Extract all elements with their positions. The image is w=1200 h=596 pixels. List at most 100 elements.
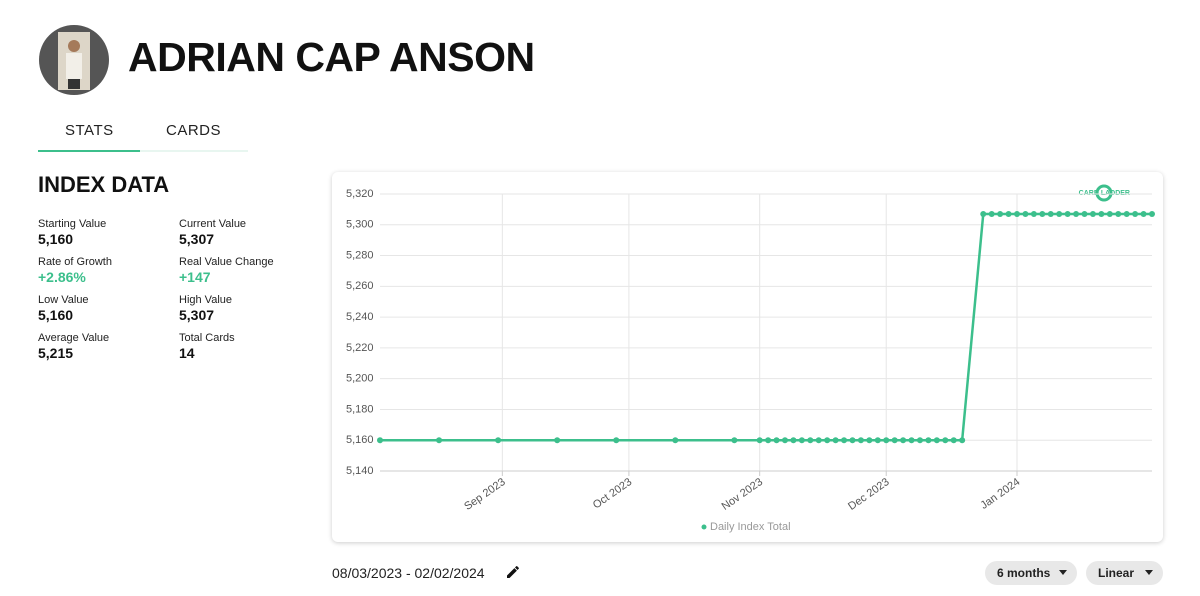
- point: [377, 437, 383, 444]
- range-select[interactable]: 6 months: [985, 561, 1077, 585]
- chart-card: [332, 172, 1163, 542]
- point: [815, 437, 822, 444]
- point: [1064, 211, 1071, 218]
- point: [988, 211, 995, 218]
- point: [841, 437, 848, 444]
- point: [1022, 211, 1029, 218]
- stat-value: 5,160: [38, 231, 74, 247]
- scale-label: Linear: [1098, 566, 1135, 580]
- x-tick-label: Jan 2024: [978, 476, 1022, 512]
- y-tick-label: 5,140: [346, 465, 374, 477]
- point: [1056, 211, 1063, 218]
- stat-value: 5,215: [38, 345, 74, 361]
- y-tick-label: 5,240: [346, 311, 374, 323]
- point: [891, 437, 898, 444]
- logo: CARD LADDER: [1079, 190, 1130, 197]
- stat: Low Value 5,160: [38, 294, 89, 323]
- tab[interactable]: CARDS: [166, 122, 222, 139]
- stat-label: Current Value: [179, 218, 247, 230]
- stat: Current Value 5,307: [179, 218, 246, 247]
- point: [1039, 211, 1046, 218]
- point: [798, 437, 805, 444]
- point: [807, 437, 814, 444]
- y-tick-label: 5,280: [346, 249, 374, 261]
- point: [883, 437, 890, 444]
- stat-label: Low Value: [38, 294, 89, 306]
- x-tick-label: Nov 2023: [720, 476, 765, 513]
- point: [790, 437, 797, 444]
- point: [1005, 211, 1012, 218]
- y-tick-label: 5,200: [346, 373, 374, 385]
- scale-select[interactable]: Linear: [1086, 561, 1163, 585]
- y-tick-label: 5,220: [346, 342, 374, 354]
- point: [1014, 211, 1021, 218]
- avatar: [39, 25, 109, 95]
- point: [1030, 211, 1037, 218]
- stat-label: Starting Value: [38, 218, 107, 230]
- point: [997, 211, 1004, 218]
- stat: Real Value Change +147: [179, 256, 274, 285]
- point: [1140, 211, 1147, 218]
- point: [1089, 211, 1096, 218]
- logo-mark: [1095, 184, 1113, 202]
- stat-value: 14: [179, 345, 195, 361]
- point: [765, 437, 772, 444]
- point: [756, 437, 763, 444]
- stat: Average Value 5,215: [38, 332, 109, 361]
- chart: CARD LADDER 5,140 5,160 5,180 5,200 5,220 5,2…: [346, 184, 1155, 533]
- player-name: ADRIAN CAP ANSON: [128, 34, 535, 80]
- point: [1132, 211, 1139, 218]
- point: [672, 437, 679, 444]
- x-tick-label: Dec 2023: [846, 476, 891, 513]
- stat: Total Cards 14: [179, 332, 235, 361]
- point: [1081, 211, 1088, 218]
- point: [908, 437, 915, 444]
- point: [613, 437, 620, 444]
- caret: [1145, 570, 1153, 575]
- y-tick-label: 5,260: [346, 280, 374, 292]
- point: [933, 437, 940, 444]
- point: [942, 437, 949, 444]
- point: [857, 437, 864, 444]
- point: [959, 437, 966, 444]
- stat-value: 5,160: [38, 307, 74, 323]
- point: [495, 437, 502, 444]
- point: [824, 437, 831, 444]
- point: [1106, 211, 1113, 218]
- point: [925, 437, 932, 444]
- stat-label: Real Value Change: [179, 256, 274, 268]
- tab-indicator: [38, 150, 140, 152]
- point: [1123, 211, 1130, 218]
- point: [436, 437, 443, 444]
- point: [1115, 211, 1122, 218]
- range-label: 6 months: [997, 566, 1051, 580]
- legend-swatch: [701, 524, 707, 530]
- point: [781, 437, 788, 444]
- section-title: INDEX DATA: [38, 172, 170, 197]
- stat-value: 5,307: [179, 307, 215, 323]
- stat-label: Rate of Growth: [38, 256, 112, 268]
- y-tick-label: 5,180: [346, 403, 374, 415]
- stat-value: 5,307: [179, 231, 215, 247]
- stat-value: +147: [179, 269, 211, 285]
- point: [1073, 211, 1080, 218]
- point: [1149, 211, 1155, 218]
- y-tick-label: 5,300: [346, 219, 374, 231]
- caret: [1059, 570, 1067, 575]
- stat-label: Average Value: [38, 332, 110, 344]
- stat: High Value 5,307: [179, 294, 232, 323]
- x-tick-label: Oct 2023: [591, 476, 634, 511]
- date-range[interactable]: 08/03/2023 - 02/02/2024: [332, 565, 485, 581]
- point: [900, 437, 907, 444]
- y-tick-label: 5,160: [346, 434, 374, 446]
- point: [866, 437, 873, 444]
- stat: Rate of Growth +2.86%: [38, 256, 112, 285]
- point: [916, 437, 923, 444]
- point: [874, 437, 881, 444]
- point: [1047, 211, 1054, 218]
- tab[interactable]: STATS: [65, 122, 114, 139]
- edit-icon[interactable]: [505, 564, 521, 580]
- tab-track: [38, 150, 248, 152]
